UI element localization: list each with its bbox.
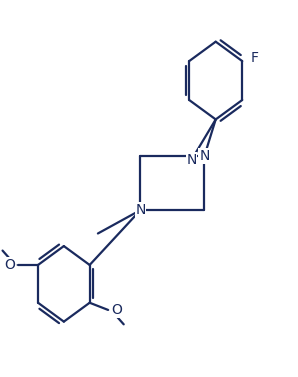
- Text: F: F: [251, 51, 259, 64]
- Text: O: O: [4, 258, 15, 272]
- Text: N: N: [199, 149, 209, 163]
- Text: O: O: [111, 303, 122, 317]
- Text: N: N: [186, 153, 197, 167]
- Text: N: N: [135, 203, 146, 217]
